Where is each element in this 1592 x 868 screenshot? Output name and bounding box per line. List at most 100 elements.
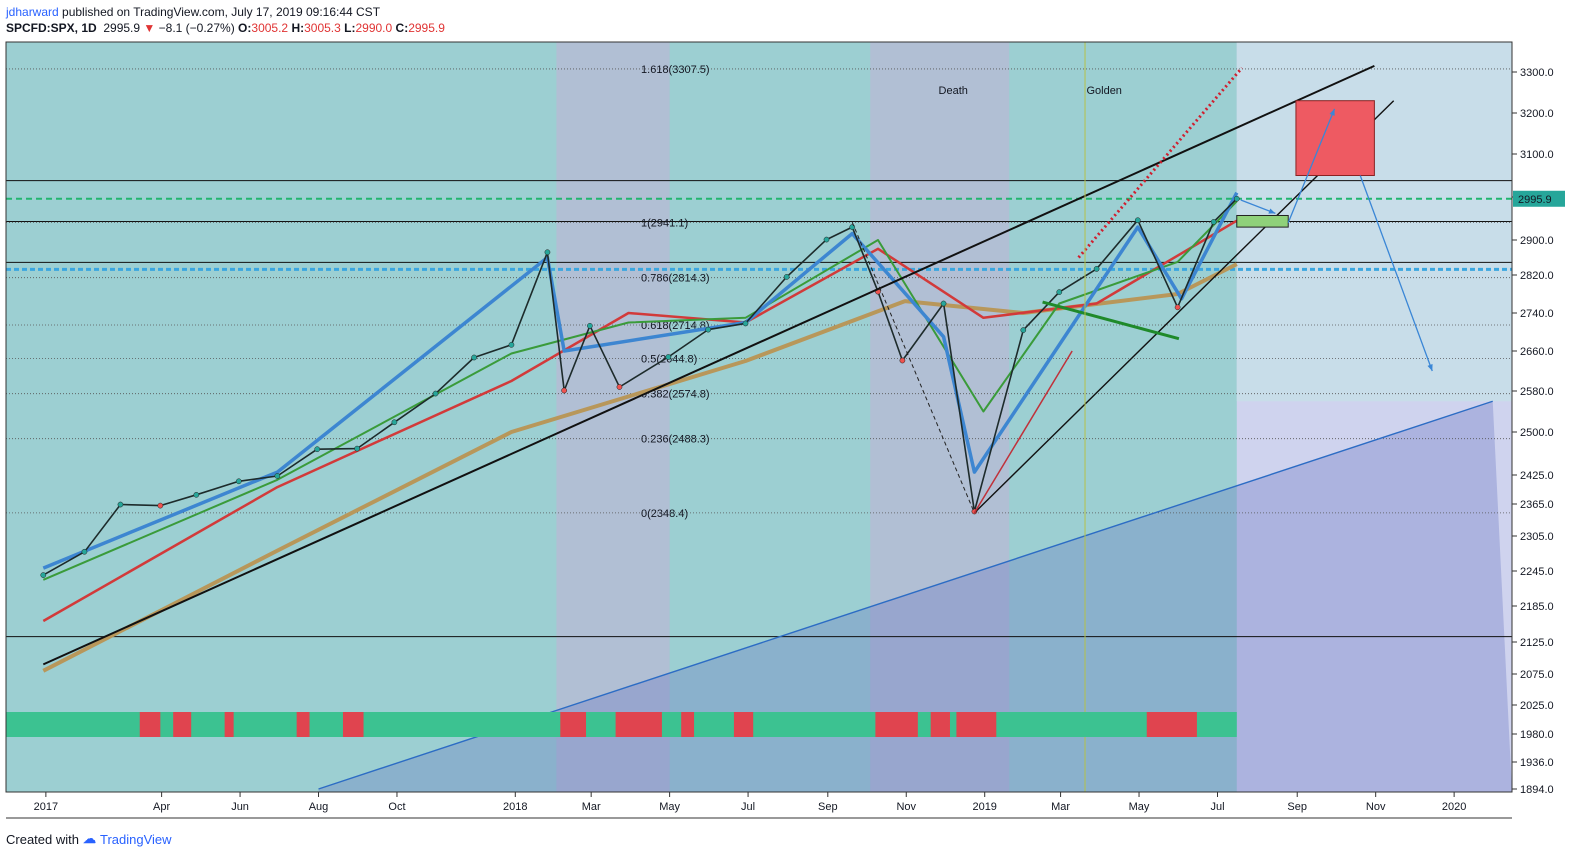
y-tick-label: 3100.0 [1520, 149, 1554, 161]
fib-level-label: 0(2348.4) [641, 508, 688, 520]
arrow-head-icon [1329, 108, 1335, 116]
y-tick-label: 2245.0 [1520, 566, 1554, 578]
price-point [1233, 195, 1240, 202]
x-tick-label: 2020 [1442, 801, 1466, 813]
x-tick-label: Sep [818, 801, 838, 813]
shaded-zone [556, 42, 670, 792]
arrow-head-icon [1268, 208, 1276, 214]
lower-channel-area [318, 401, 1512, 792]
price-point [235, 478, 242, 485]
y-tick-label: 2740.0 [1520, 308, 1554, 320]
price-point [705, 326, 712, 333]
moving-average-20 [42, 200, 1238, 581]
red-rise-line [973, 350, 1073, 514]
price-change: −8.1 (−0.27%) [158, 21, 235, 35]
price-axis-background [1512, 42, 1592, 792]
price-point [823, 236, 830, 243]
y-tick-label: 2500.0 [1520, 427, 1554, 439]
x-tick-label: Jul [741, 801, 755, 813]
last-price: 2995.9 [103, 21, 141, 35]
price-point [783, 274, 790, 280]
price-point [81, 548, 88, 555]
price-point [1056, 289, 1063, 295]
x-tick-label: Jul [1210, 801, 1224, 813]
signal-bar-red-segment [560, 712, 587, 737]
x-tick-label: 2018 [503, 801, 527, 813]
price-point [665, 354, 672, 360]
price-point [1134, 217, 1141, 224]
y-tick-label: 1894.0 [1520, 784, 1554, 796]
y-tick-label: 2660.0 [1520, 346, 1554, 358]
price-point [314, 446, 321, 453]
close-label: C: [395, 21, 409, 35]
price-point [40, 572, 47, 578]
y-tick-label: 3300.0 [1520, 67, 1554, 79]
fib-level-label: 0.236(2488.3) [641, 434, 710, 446]
author-name[interactable]: jdharward [6, 5, 59, 19]
open-label: O: [238, 21, 252, 35]
fib-level-label: 0.786(2814.3) [641, 273, 710, 285]
price-point [940, 300, 947, 307]
tradingview-brand[interactable]: TradingView [99, 831, 172, 847]
annotation-label: Death [939, 85, 968, 97]
price-point [1020, 327, 1027, 333]
x-tick-label: Nov [1366, 801, 1386, 813]
y-tick-label: 1936.0 [1520, 757, 1554, 769]
moving-average-200 [42, 262, 1238, 673]
price-point [117, 501, 124, 508]
y-tick-label: 2580.0 [1520, 386, 1554, 398]
price-point [561, 387, 568, 394]
x-tick-label: 2017 [34, 801, 58, 813]
price-point [1210, 219, 1217, 225]
x-tick-label: Oct [388, 801, 405, 813]
signal-bar-red-segment [296, 712, 310, 737]
y-tick-label: 2185.0 [1520, 601, 1554, 613]
x-tick-label: Aug [309, 801, 329, 813]
projection-arrow [1359, 175, 1433, 372]
y-tick-label: 2075.0 [1520, 669, 1554, 681]
open-value: 3005.2 [251, 21, 289, 35]
signal-bar-red-segment [681, 712, 695, 737]
signal-bar-red-segment [1146, 712, 1197, 737]
price-point [1093, 266, 1100, 272]
y-tick-label: 2305.0 [1520, 531, 1554, 543]
price-point [354, 445, 360, 452]
y-tick-label: 3200.0 [1520, 108, 1554, 120]
x-tick-label: May [659, 801, 680, 813]
x-tick-label: Mar [582, 801, 601, 813]
price-point [193, 491, 200, 498]
x-tick-label: Apr [153, 801, 170, 813]
y-tick-label: 2025.0 [1520, 700, 1554, 712]
dotted-projection-line [1077, 66, 1244, 259]
signal-bar-red-segment [224, 712, 234, 737]
fib-level-label: 0.382(2574.8) [641, 389, 710, 401]
last-price-badge[interactable] [1513, 190, 1565, 207]
last-price-badge-label: 2995.9 [1518, 194, 1552, 206]
tradingview-logo-icon[interactable]: ☁ [82, 831, 96, 846]
chart-header: jdharward published on TradingView.com, … [6, 4, 906, 40]
price-point [157, 502, 164, 509]
trend-line [42, 64, 1375, 666]
annotation-label: Golden [1086, 85, 1121, 97]
y-tick-label: 2900.0 [1520, 235, 1554, 247]
x-tick-label: Nov [896, 801, 916, 813]
y-tick-label: 2365.0 [1520, 499, 1554, 511]
symbol-label: SPCFD:SPX, 1D [6, 21, 97, 35]
signal-bar-red-segment [930, 712, 950, 737]
target-zone-box[interactable] [1236, 214, 1289, 228]
high-label: H: [291, 21, 305, 35]
publish-info: published on TradingView.com, July 17, 2… [58, 5, 381, 19]
price-point [742, 320, 749, 327]
y-tick-label: 2425.0 [1520, 470, 1554, 482]
signal-bar-red-segment [733, 712, 754, 737]
price-point [849, 224, 856, 230]
projection-arrow [1287, 108, 1336, 224]
low-value: 2990.0 [355, 21, 393, 35]
ohlc-line: SPCFD:SPX, 1D 2995.9 ▼ −8.1 (−0.27%) O:3… [6, 20, 906, 36]
projection-box[interactable] [1295, 100, 1375, 176]
publish-line: jdharward published on TradingView.com, … [6, 4, 906, 20]
price-point [587, 322, 593, 329]
signal-bar-red-segment [173, 712, 192, 737]
arrow-head-icon [1427, 364, 1433, 371]
